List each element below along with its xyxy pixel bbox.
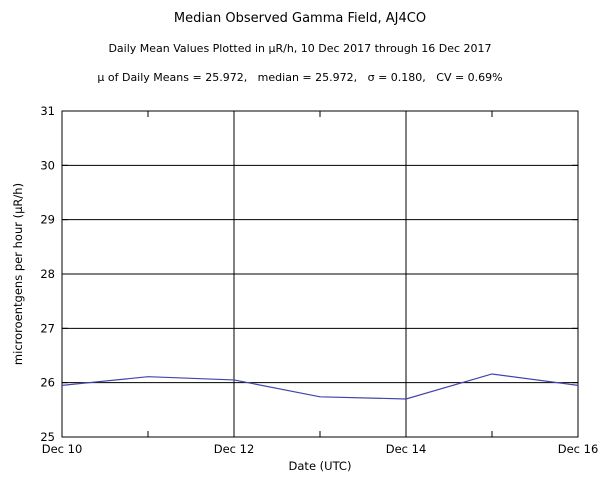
y-tick-label: 29 <box>40 213 55 227</box>
y-tick-label: 30 <box>40 158 55 172</box>
x-tick-label: Dec 16 <box>558 442 599 456</box>
x-tick-label: Dec 10 <box>42 442 83 456</box>
y-axis-label: microroentgens per hour (μR/h) <box>11 183 25 365</box>
x-tick-label: Dec 14 <box>386 442 427 456</box>
chart-subtitle: Daily Mean Values Plotted in μR/h, 10 De… <box>108 42 492 55</box>
y-tick-label: 31 <box>40 104 55 118</box>
x-axis-label: Date (UTC) <box>289 459 352 473</box>
x-tick-label: Dec 12 <box>214 442 255 456</box>
plot-border <box>61 110 579 438</box>
chart-title: Median Observed Gamma Field, AJ4CO <box>173 11 427 26</box>
y-tick-label: 26 <box>40 376 55 390</box>
chart-stats-line: μ of Daily Means = 25.972, median = 25.9… <box>97 71 503 84</box>
data-series-line <box>61 373 579 400</box>
y-tick-label: 28 <box>40 267 55 281</box>
y-tick-label: 25 <box>40 430 55 444</box>
y-tick-label: 27 <box>40 321 55 335</box>
